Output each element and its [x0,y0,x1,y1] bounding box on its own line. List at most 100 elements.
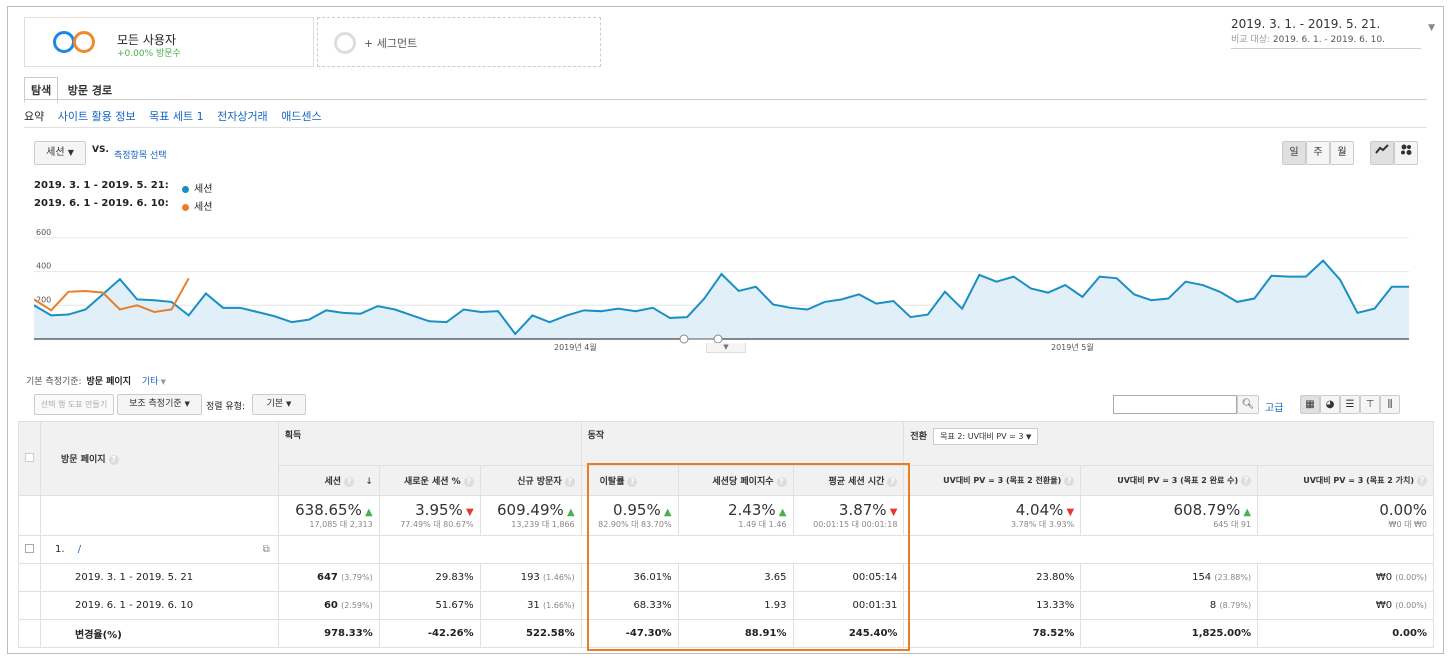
select-all-checkbox[interactable] [25,452,34,462]
performance-view-icon[interactable]: ☰ [1340,395,1360,414]
col-avg-session-duration-label: 평균 세션 시간 [828,477,885,487]
subnav-summary[interactable]: 요약 [24,110,45,123]
help-icon[interactable]: ? [887,476,898,487]
table-cell: 78.52% [903,619,1082,648]
cell-value: 00:01:31 [852,600,898,611]
search-icon[interactable]: 🔍︎ [1237,395,1259,414]
motion-chart-icon[interactable] [1394,141,1418,165]
cell-value: 978.33% [324,628,373,639]
row-checkbox[interactable] [25,543,34,553]
help-icon[interactable]: ? [1417,475,1427,486]
pie-view-icon[interactable]: ◕ [1320,395,1340,414]
dimension-other-link[interactable]: 기타 [141,377,159,387]
col-goal2-conversion-rate[interactable]: UV대비 PV = 3 (목표 2 전환율)? [903,465,1082,496]
col-new-users[interactable]: 신규 방문자? [479,465,582,496]
select-metric-link[interactable]: 측정항목 선택 [114,151,167,161]
granularity-month[interactable]: 월 [1330,141,1354,165]
table-cell: 60 (2.59%) [277,591,380,620]
col-goal2-completions-label: UV대비 PV = 3 (목표 2 완료 수) [1117,476,1239,485]
segment-stat: +0.00% 방문수 [117,49,181,59]
analytics-panel: 모든 사용자 +0.00% 방문수 + 세그먼트 2019. 3. 1. - 2… [7,6,1444,654]
primary-dimension-label: 기본 측정기준: [26,377,82,387]
cell-value: 31 [527,600,540,611]
table-cell: ₩0 (0.00%) [1257,591,1434,620]
table-search-input[interactable] [1113,395,1237,414]
secondary-dimension-label: 보조 측정기준 [129,399,182,409]
table-cell: 13.33% [903,591,1082,620]
goal-select-label: 목표 2: UV대비 PV = 3 [940,432,1024,441]
primary-dimension-value[interactable]: 방문 페이지 [86,377,131,387]
advanced-filter-link[interactable]: 고급 [1265,403,1284,414]
cell-value: 29.83% [435,572,474,583]
date-range-picker[interactable]: 2019. 3. 1. - 2019. 5. 21. 비교 대상: 2019. … [1231,17,1435,49]
subnav-goal-set[interactable]: 목표 세트 1 [149,110,204,123]
help-icon[interactable]: ? [1064,475,1075,486]
plot-rows-button[interactable]: 선택 행 도표 만들기 [34,394,114,415]
open-page-icon[interactable]: ⧉ [262,544,270,555]
help-icon[interactable]: ? [108,454,119,465]
comparison-view-icon[interactable]: ⊤ [1360,395,1380,414]
metric-dropdown[interactable]: 세션 ▼ [34,141,86,165]
help-icon[interactable]: ? [627,476,638,487]
metric-dropdown-label: 세션 [46,147,65,158]
cell-value: 3.65 [764,572,787,583]
cell-value: 1.93 [764,600,787,611]
col-goal2-value[interactable]: UV대비 PV = 3 (목표 2 가치)? [1257,465,1434,496]
col-pages-per-session[interactable]: 세션당 페이지수? [677,465,794,496]
sort-type-dropdown[interactable]: 기본 ▼ [252,394,306,415]
chart-expand-handle[interactable]: ▼ [706,343,746,353]
goal-select-dropdown[interactable]: 목표 2: UV대비 PV = 3 ▼ [933,428,1039,445]
dimension-header[interactable]: 방문 페이지? [40,421,279,496]
cell-value: 522.58% [526,628,575,639]
help-icon[interactable]: ? [463,476,474,487]
data-table: 방문 페이지? 획득 동작 전환 목표 2: UV대비 PV = 3 ▼ 세션?… [18,421,1435,648]
secondary-dimension-dropdown[interactable]: 보조 측정기준 ▼ [117,394,202,415]
col-goal2-completions[interactable]: UV대비 PV = 3 (목표 2 완료 수)? [1080,465,1259,496]
subnav-ecommerce[interactable]: 전자상거래 [217,110,268,123]
table-cell: -42.26% [378,619,481,648]
cell-share: (1.46%) [542,573,575,582]
table-view-icon[interactable]: ▦ [1300,395,1320,414]
tab-visit-path[interactable]: 방문 경로 [67,84,113,97]
add-segment-button[interactable]: + 세그먼트 [317,17,601,67]
chevron-down-icon: ▼ [158,378,167,386]
sub-navigation: 요약 사이트 활용 정보 목표 세트 1 전자상거래 애드센스 [24,108,332,124]
subnav-adsense[interactable]: 애드센스 [281,110,322,123]
series-line-primary [34,259,1409,336]
cell-value: 78.52% [1032,628,1075,639]
total-cell: 2.43% ▲ 1.49 대 1.46 [677,495,794,536]
pivot-view-icon[interactable]: ⫼ [1380,395,1400,414]
cell-share: (0.00%) [1395,573,1427,582]
subnav-site-usage[interactable]: 사이트 활용 정보 [57,110,136,123]
segment-all-users[interactable]: 모든 사용자 +0.00% 방문수 [24,17,314,67]
total-compare-values: 82.90% 대 83.70% [598,520,672,529]
total-cell: 3.95% ▼ 77.49% 대 80.67% [378,495,481,536]
row-page-link[interactable]: / [77,544,82,555]
legend-primary-series: 세션 [194,184,213,195]
granularity-day[interactable]: 일 [1282,141,1306,165]
granularity-week[interactable]: 주 [1306,141,1330,165]
line-chart-icon[interactable] [1370,141,1394,165]
table-cell: -47.30% [580,619,679,648]
group-conversion: 전환 목표 2: UV대비 PV = 3 ▼ [903,421,1434,466]
help-icon[interactable]: ? [344,476,355,487]
primary-dimension: 기본 측정기준: 방문 페이지 기타 ▼ [26,374,166,387]
cell-share: (23.88%) [1214,573,1252,582]
table-row-page[interactable]: 1. / ⧉ [18,535,1435,564]
col-avg-session-duration[interactable]: 평균 세션 시간? [792,465,905,496]
help-icon[interactable]: ? [1241,475,1252,486]
total-change-pct: 638.65% [295,501,362,519]
cell-value: 60 [323,600,338,611]
col-sessions[interactable]: 세션? ↓ [277,465,380,496]
col-bounce-rate[interactable]: 이탈률? [580,465,679,496]
table-row: 2019. 3. 1 - 2019. 5. 21 647 (3.79%) 29.83… [18,563,1434,592]
cell-value: 23.80% [1036,572,1075,583]
total-compare-values: 1.49 대 1.46 [738,520,787,529]
help-icon[interactable]: ? [564,476,575,487]
legend-compare-series: 세션 [194,202,213,213]
col-new-session-pct[interactable]: 새로운 세션 %? [378,465,481,496]
chevron-down-icon: ▼ [184,400,190,408]
y-tick-label: 400 [36,262,51,271]
help-icon[interactable]: ? [776,476,787,487]
cell-value: -47.30% [625,628,672,639]
